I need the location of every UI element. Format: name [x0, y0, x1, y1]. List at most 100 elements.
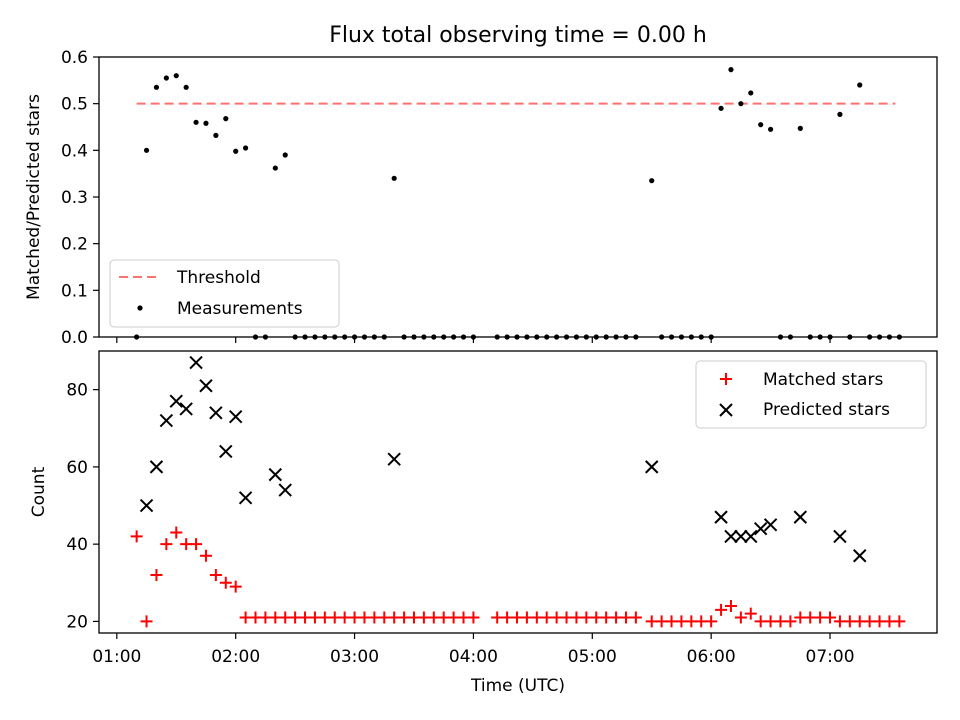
predicted-star-point	[744, 529, 758, 544]
predicted-star-point	[793, 510, 808, 524]
measurement-point	[797, 125, 803, 131]
top-y-tick-label: 0.5	[61, 95, 88, 115]
matched-star-point	[130, 530, 143, 543]
predicted-star-point	[209, 406, 223, 420]
predicted-star-point	[714, 510, 728, 524]
predicted-star-point	[387, 452, 401, 466]
bottom-x-tick-label: 07:00	[806, 647, 855, 667]
measurement-point	[837, 111, 843, 117]
bottom-legend: Matched stars Predicted stars	[695, 360, 927, 429]
top-legend-box	[109, 259, 340, 328]
predicted-legend-swatch	[719, 403, 733, 417]
matched-star-point	[629, 611, 642, 624]
predicted-star-point	[734, 529, 748, 544]
predicted-star-point	[139, 498, 154, 513]
matched-star-point	[199, 549, 212, 562]
bottom-x-tick-label: 02:00	[211, 647, 260, 667]
predicted-star-point	[645, 460, 659, 474]
predicted-star-point	[853, 549, 867, 563]
measurement-point	[143, 147, 150, 153]
bottom-plot-frame	[98, 350, 938, 634]
matched-star-point	[170, 526, 183, 539]
bottom-y-tick-label: 20	[66, 612, 88, 632]
matched-legend-swatch	[720, 373, 732, 385]
bottom-y-tick-label: 60	[66, 458, 88, 478]
measurement-point	[738, 101, 744, 107]
bottom-y-tick-label: 80	[66, 381, 88, 401]
measurement-point	[223, 116, 229, 122]
bottom-legend-box	[695, 360, 927, 429]
predicted-star-point	[238, 491, 253, 505]
matched-star-point	[160, 538, 173, 551]
bottom-x-tick-label: 04:00	[449, 647, 498, 667]
predicted-star-point	[149, 460, 164, 474]
predicted-star-point	[169, 394, 183, 408]
measurement-point	[718, 105, 724, 111]
matched-star-point	[715, 603, 728, 616]
bottom-x-tick-label: 06:00	[687, 647, 736, 667]
bottom-panel: 20 40 60 80 01:00 02:00 03:00 04:00 05:00 06:00 0…	[29, 350, 938, 696]
predicted-star-point	[278, 483, 292, 497]
measurement-point	[153, 84, 160, 90]
matched-star-point	[209, 569, 222, 582]
measurement-point	[272, 165, 278, 171]
predicted-star-point	[179, 402, 193, 416]
predicted-star-point	[268, 467, 283, 482]
top-y-axis-label: Matched/Predicted stars	[24, 94, 44, 300]
predicted-star-point	[189, 355, 203, 370]
top-y-tick-label: 0.6	[61, 48, 88, 68]
top-y-tick-label: 0.4	[61, 141, 88, 161]
bottom-y-tick-label: 40	[66, 535, 88, 555]
top-y-tick-label: 0.3	[61, 188, 88, 208]
top-y-tick-label: 0.0	[61, 328, 88, 348]
matched-legend-label: Matched stars	[763, 370, 883, 390]
matched-star-point	[219, 576, 232, 589]
measurement-point	[748, 90, 754, 96]
top-panel: 0.0 0.1 0.2 0.3 0.4 0.5 0.6 Matched/Predicted …	[24, 48, 938, 348]
measurement-point	[767, 126, 774, 132]
matched-star-point	[140, 615, 153, 628]
predicted-star-point	[219, 444, 233, 459]
threshold-legend-label: Threshold	[176, 268, 261, 288]
predicted-star-point	[159, 413, 174, 428]
matched-star-point	[724, 599, 737, 612]
measurement-point	[203, 120, 209, 126]
measurement-point	[163, 75, 169, 81]
measurement-point	[243, 145, 249, 151]
predicted-star-point	[833, 529, 847, 544]
chart-title: Flux total observing time = 0.00 h	[329, 23, 707, 48]
predicted-legend-label: Predicted stars	[763, 400, 890, 420]
top-y-tick-label: 0.2	[61, 235, 88, 255]
measurement-point	[649, 178, 655, 184]
matched-star-point	[893, 615, 906, 628]
matched-star-point	[824, 611, 837, 624]
measurement-point	[193, 119, 199, 125]
measurement-point	[173, 73, 179, 79]
matched-star-point	[229, 580, 242, 593]
matched-star-point	[150, 569, 163, 582]
bottom-y-axis-label: Count	[29, 466, 49, 517]
matched-star-point	[734, 611, 747, 624]
predicted-star-point	[724, 529, 738, 544]
measurements-legend-swatch	[137, 305, 143, 311]
matched-star-point	[705, 615, 718, 628]
predicted-star-point	[228, 409, 243, 424]
measurements-legend-label: Measurements	[177, 299, 303, 319]
predicted-star-point	[763, 518, 778, 532]
bottom-x-tick-label: 01:00	[92, 647, 141, 667]
x-axis-label: Time (UTC)	[470, 676, 565, 696]
measurement-point	[728, 67, 734, 73]
top-legend: Threshold Measurements	[109, 259, 340, 328]
measurement-point	[282, 152, 288, 158]
measurement-point	[391, 175, 397, 181]
top-y-tick-label: 0.1	[61, 281, 88, 301]
matched-star-point	[190, 538, 203, 551]
measurement-point	[857, 82, 863, 88]
matched-star-point	[744, 607, 757, 620]
predicted-star-point	[199, 379, 213, 393]
measurement-point	[758, 122, 764, 128]
measurement-point	[213, 132, 219, 138]
predicted-star-point	[753, 521, 768, 536]
measurement-point	[183, 84, 189, 90]
